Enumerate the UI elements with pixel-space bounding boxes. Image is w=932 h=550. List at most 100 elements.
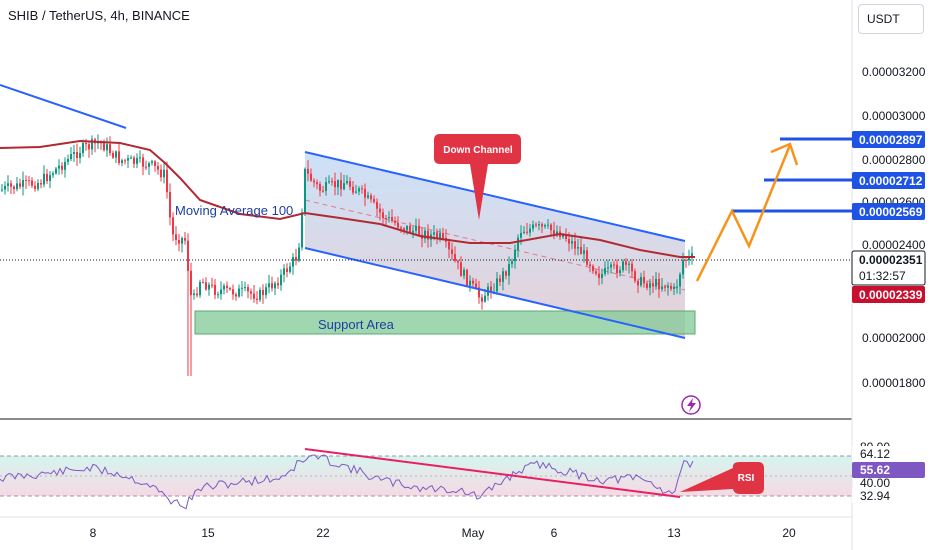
candle-body xyxy=(19,183,21,187)
candle-body xyxy=(142,157,144,167)
candle-body xyxy=(598,273,600,278)
candle-body xyxy=(130,157,132,159)
candle-body xyxy=(670,286,672,289)
candle-body xyxy=(280,274,282,286)
moving-average-label: Moving Average 100 xyxy=(175,203,293,218)
candle-body xyxy=(1,189,3,191)
support-area-label: Support Area xyxy=(318,317,395,332)
candle-body xyxy=(10,183,12,187)
down-channel-fill xyxy=(305,152,685,338)
candle-body xyxy=(448,241,450,250)
candle-body xyxy=(196,293,198,296)
candle-body xyxy=(169,192,171,218)
candle-body xyxy=(103,142,105,151)
channel-lower-line[interactable] xyxy=(304,247,686,339)
price-tick: 0.00003200 xyxy=(862,65,926,79)
candle-body xyxy=(337,180,339,188)
candle-body xyxy=(634,271,636,281)
candle-body xyxy=(79,153,81,159)
candle-body xyxy=(37,183,39,189)
channel-midline xyxy=(304,199,686,291)
candle-body xyxy=(283,268,285,275)
candle-body xyxy=(61,165,63,170)
candle-body xyxy=(64,161,66,170)
lightning-bolt-icon[interactable] xyxy=(681,395,701,415)
candle-body xyxy=(217,294,219,296)
candle-body xyxy=(235,294,237,297)
candle-body xyxy=(340,180,342,190)
rsi-line xyxy=(0,454,694,510)
candle-body xyxy=(151,161,153,164)
candle-body xyxy=(496,278,498,292)
candle-body xyxy=(385,218,387,219)
candle-body xyxy=(148,163,150,167)
channel-upper-line[interactable] xyxy=(304,151,686,242)
projection-arrowhead xyxy=(770,142,799,166)
candle-body xyxy=(568,239,570,244)
candle-body xyxy=(574,241,576,249)
candle-body xyxy=(49,175,51,181)
projection-path[interactable] xyxy=(695,144,792,282)
candle-body xyxy=(124,160,126,162)
candle-body xyxy=(250,291,252,294)
candle-body xyxy=(25,180,27,181)
candle-body xyxy=(427,230,429,240)
candle-body xyxy=(364,188,366,198)
candle-body xyxy=(136,158,138,164)
candle-body xyxy=(178,240,180,244)
candle-body xyxy=(247,287,249,292)
candle-body xyxy=(157,166,159,170)
currency-button[interactable]: USDT xyxy=(858,4,924,34)
candle-body xyxy=(268,283,270,288)
candle-body xyxy=(685,260,687,262)
candle-body xyxy=(265,287,267,296)
rsi-tick: 40.00 xyxy=(860,476,890,490)
candle-body xyxy=(379,208,381,213)
candle-body xyxy=(610,264,612,268)
candle-body xyxy=(73,152,75,154)
candle-body xyxy=(121,160,123,164)
candle-body xyxy=(691,253,693,257)
candle-body xyxy=(463,269,465,276)
candle-body xyxy=(367,195,369,198)
candle-body xyxy=(109,144,111,153)
candle-body xyxy=(160,169,162,178)
candle-body xyxy=(388,217,390,219)
candle-body xyxy=(322,190,324,192)
candle-body xyxy=(589,264,591,266)
candle-body xyxy=(232,289,234,295)
candle-body xyxy=(400,227,402,229)
candle-body xyxy=(457,260,459,263)
rsi-trend-line[interactable] xyxy=(304,448,681,498)
candle-body xyxy=(85,143,87,145)
candle-body xyxy=(328,181,330,183)
candle-body xyxy=(229,288,231,290)
candle-body xyxy=(667,286,669,288)
candle-body xyxy=(181,238,183,244)
candle-body xyxy=(310,173,312,181)
candle-body xyxy=(319,184,321,191)
symbol-title: SHIB / TetherUS, 4h, BINANCE xyxy=(8,8,190,23)
candle-body xyxy=(193,293,195,296)
candle-body xyxy=(253,293,255,299)
time-tick: 6 xyxy=(551,526,558,540)
candle-body xyxy=(46,173,48,182)
candle-body xyxy=(454,254,456,261)
candle-body xyxy=(658,278,660,290)
time-tick: 15 xyxy=(201,526,215,540)
candle-body xyxy=(208,284,210,290)
candle-body xyxy=(679,274,681,287)
resistance-trend-line[interactable] xyxy=(0,84,127,129)
candle-body xyxy=(205,282,207,290)
candle-body xyxy=(523,231,525,233)
ma-price-tag xyxy=(852,286,925,303)
candle-body xyxy=(355,191,357,193)
candle-body xyxy=(112,152,114,158)
candle-body xyxy=(619,270,621,274)
candle-body xyxy=(241,287,243,289)
candle-body xyxy=(277,283,279,286)
candle-body xyxy=(262,290,264,296)
candle-body xyxy=(298,247,300,261)
candle-body xyxy=(43,173,45,185)
